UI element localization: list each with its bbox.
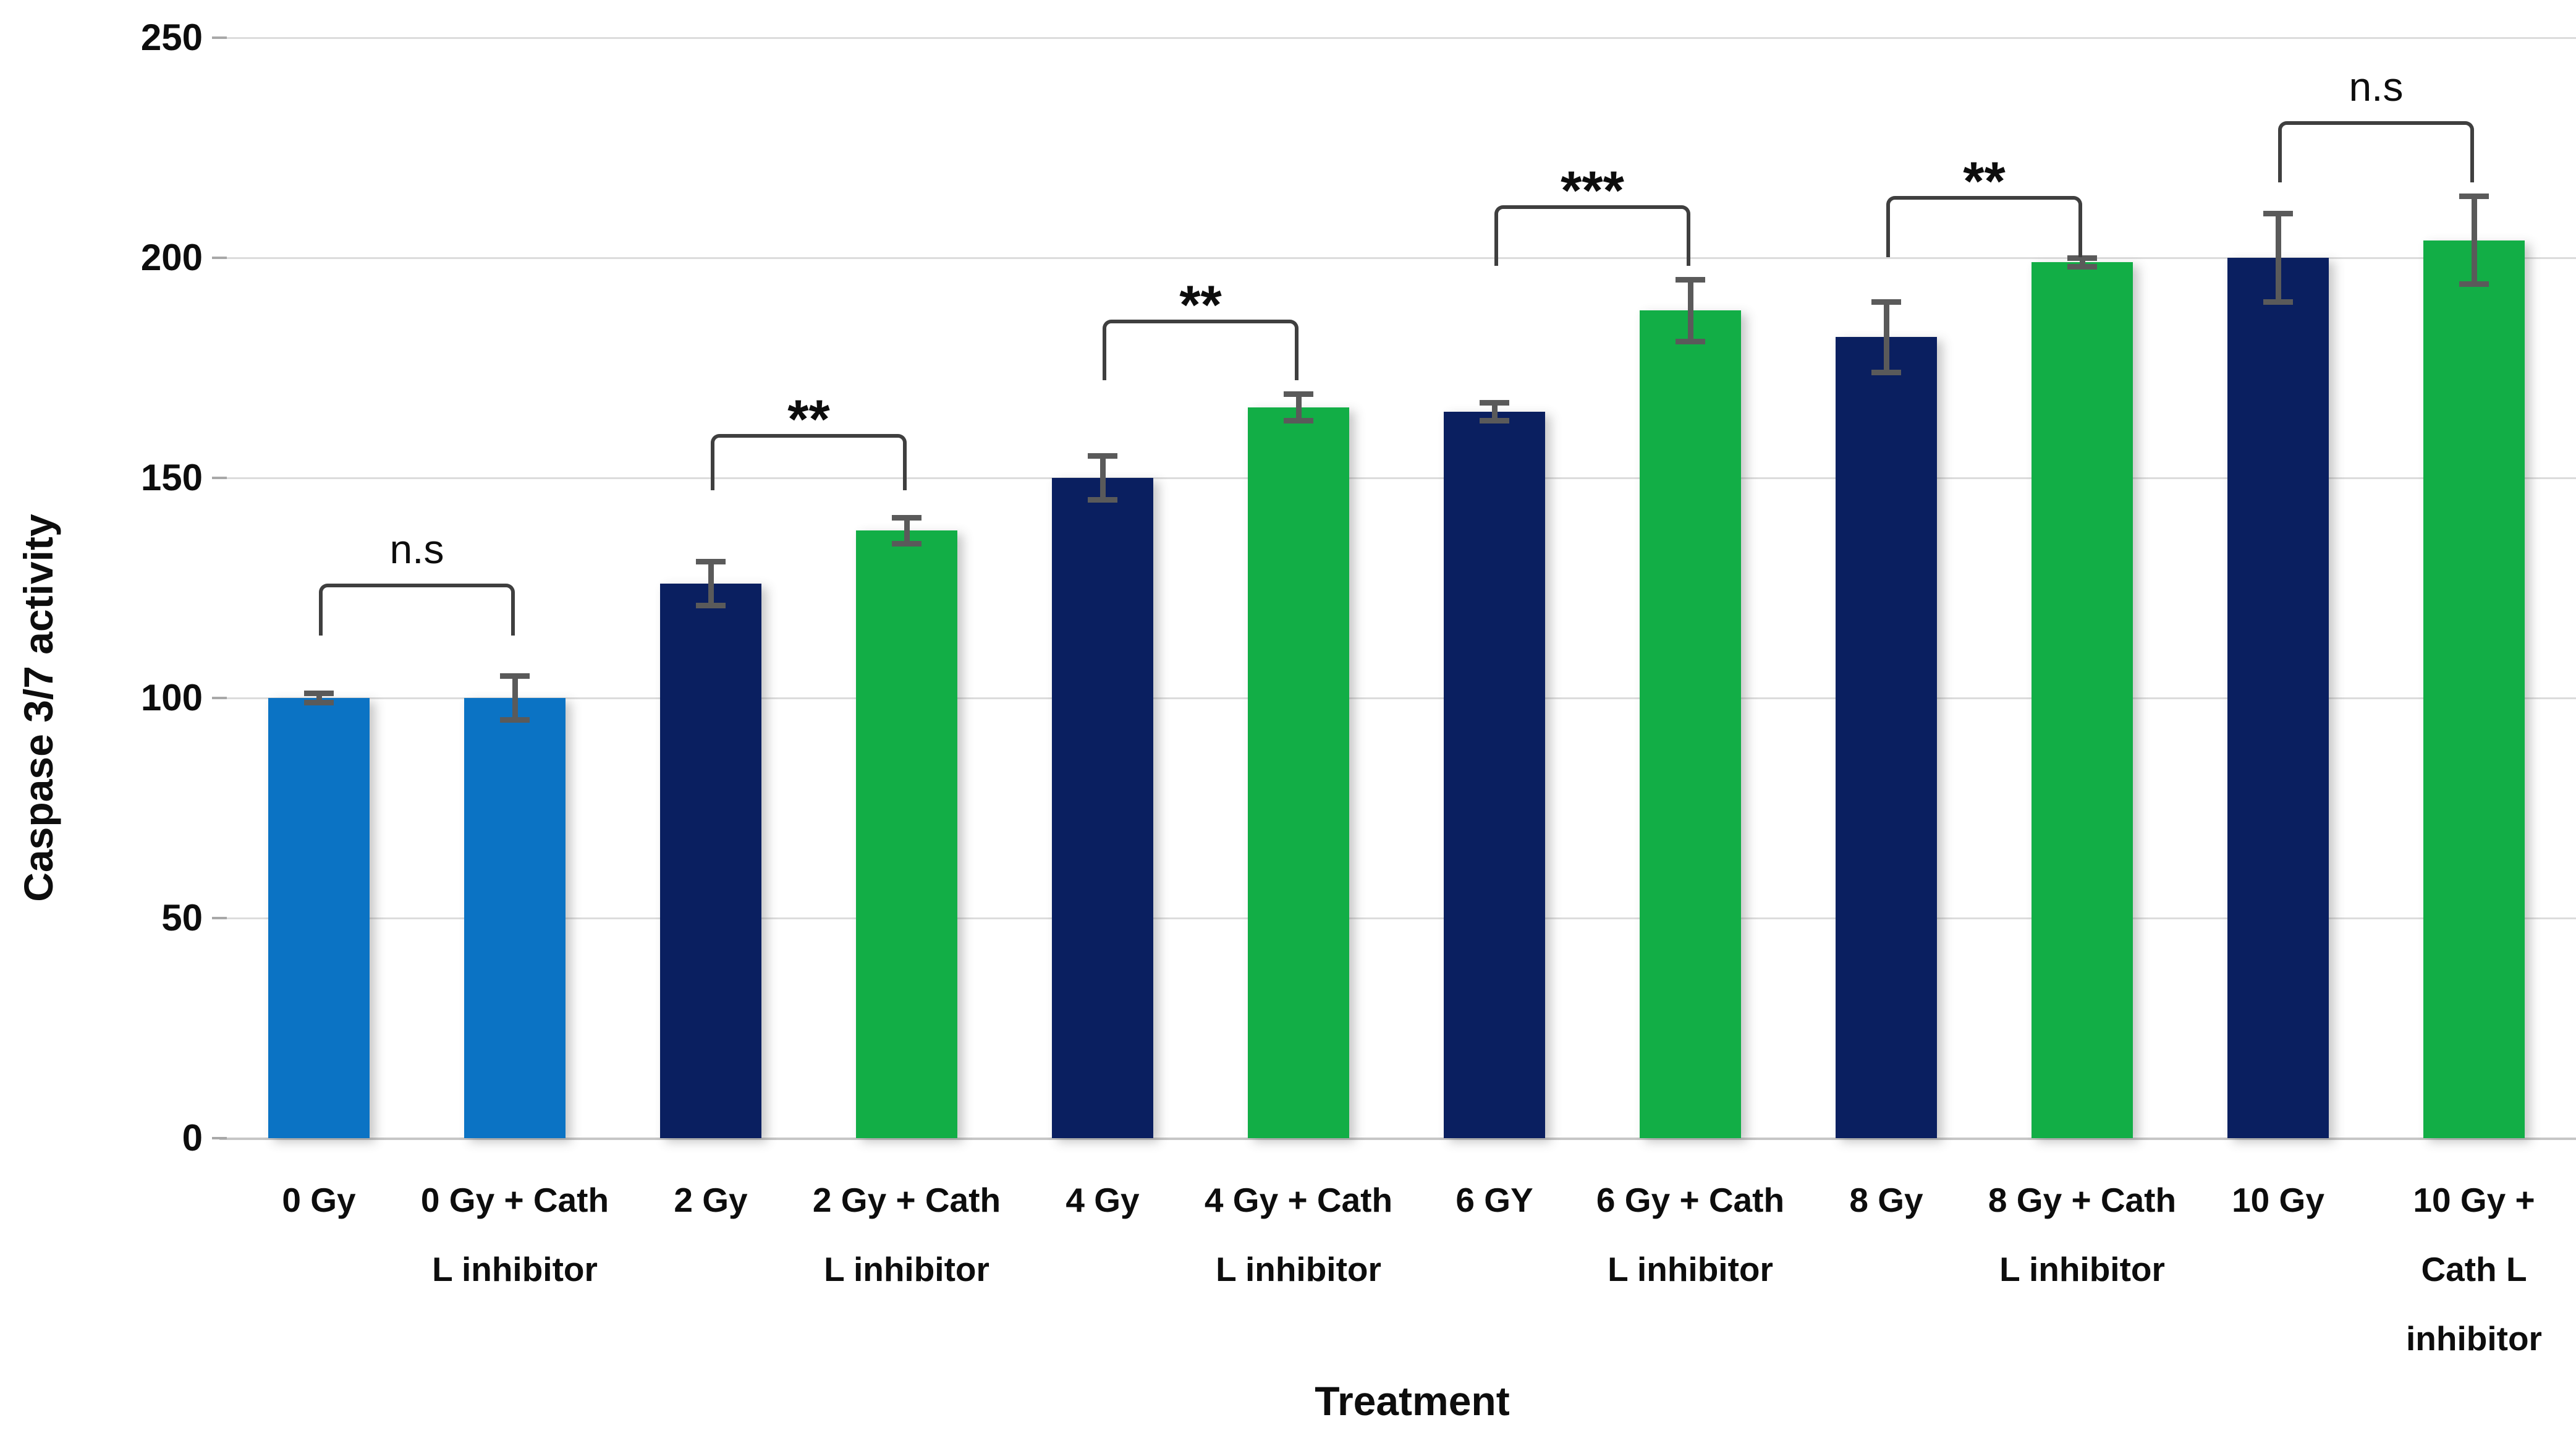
x-tick-label-2-gy: 2 Gy bbox=[674, 1181, 748, 1219]
error-bar-cap-bottom bbox=[2263, 299, 2293, 305]
bar-2-gy bbox=[660, 583, 761, 1138]
error-bar-line bbox=[1491, 402, 1498, 421]
significance-label-10-gy: n.s bbox=[2349, 64, 2404, 110]
x-tick-label-8-gy: 8 Gy bbox=[1849, 1181, 1923, 1219]
bar-0-gy bbox=[268, 698, 370, 1138]
x-tick-label-8-gy-cath-l-inhibitor: 8 Gy + Cath L inhibitor bbox=[1988, 1181, 2177, 1288]
bar-2-gy-cath-l-inhibitor bbox=[856, 530, 957, 1138]
gridline-150 bbox=[219, 477, 2576, 479]
error-bar-cap-top bbox=[1871, 299, 1901, 305]
significance-label-8-gy: ** bbox=[1963, 150, 2006, 212]
y-axis-tick bbox=[212, 917, 227, 919]
error-bar-line bbox=[316, 693, 322, 703]
bar-10-gy-cath-l-inhibitor bbox=[2423, 240, 2525, 1138]
bar-8-gy-cath-l-inhibitor bbox=[2032, 262, 2133, 1138]
y-tick-label-0: 0 bbox=[182, 1117, 203, 1159]
y-tick-label-200: 200 bbox=[140, 237, 203, 278]
y-tick-label-50: 50 bbox=[161, 897, 203, 938]
error-bar-line bbox=[1883, 302, 1889, 373]
gridline-100 bbox=[219, 697, 2576, 699]
error-bar-cap-top bbox=[304, 691, 334, 697]
error-bar-cap-top bbox=[1480, 400, 1509, 406]
error-bar-cap-top bbox=[500, 673, 530, 679]
error-bar-cap-bottom bbox=[1088, 497, 1117, 503]
significance-label-2-gy: ** bbox=[787, 388, 830, 449]
bar-4-gy-cath-l-inhibitor bbox=[1248, 407, 1349, 1138]
error-bar-cap-top bbox=[892, 514, 922, 521]
y-axis-tick bbox=[212, 257, 227, 259]
x-tick-label-4-gy-cath-l-inhibitor: 4 Gy + Cath L inhibitor bbox=[1204, 1181, 1393, 1288]
error-bar-line bbox=[708, 561, 714, 606]
error-bar-cap-bottom bbox=[500, 717, 530, 723]
error-bar-cap-top bbox=[696, 558, 726, 564]
error-bar-line bbox=[1099, 456, 1106, 500]
bar-0-gy-cath-l-inhibitor bbox=[464, 698, 566, 1138]
error-bar-line bbox=[1295, 394, 1302, 421]
error-bar-cap-bottom bbox=[1676, 338, 1705, 344]
bar-4-gy bbox=[1052, 478, 1153, 1138]
x-axis-title: Treatment bbox=[1315, 1378, 1510, 1424]
x-tick-label-4-gy: 4 Gy bbox=[1066, 1181, 1140, 1219]
error-bar-cap-bottom bbox=[892, 541, 922, 547]
x-tick-label-6-gy-cath-l-inhibitor: 6 Gy + Cath L inhibitor bbox=[1596, 1181, 1785, 1288]
error-bar-cap-top bbox=[1284, 391, 1313, 398]
significance-label-0-gy: n.s bbox=[389, 525, 444, 572]
significance-bracket-4-gy bbox=[1103, 319, 1299, 381]
significance-label-4-gy: ** bbox=[1179, 273, 1222, 335]
error-bar-line bbox=[2471, 196, 2477, 284]
x-tick-label-10-gy-cath-l-inhibitor: 10 Gy + Cath L inhibitor bbox=[2406, 1181, 2542, 1358]
error-bar-cap-bottom bbox=[1871, 369, 1901, 375]
y-axis-tick bbox=[212, 1137, 227, 1139]
error-bar-cap-top bbox=[2067, 255, 2097, 261]
error-bar-line bbox=[2275, 213, 2281, 302]
error-bar-line bbox=[512, 676, 518, 720]
error-bar-cap-bottom bbox=[1284, 417, 1313, 423]
bar-6-gy bbox=[1444, 412, 1545, 1138]
x-tick-label-10-gy: 10 Gy bbox=[2232, 1181, 2324, 1219]
gridline-250 bbox=[219, 36, 2576, 39]
significance-bracket-2-gy bbox=[711, 433, 907, 491]
error-bar-cap-bottom bbox=[2067, 263, 2097, 270]
error-bar-cap-top bbox=[2263, 211, 2293, 217]
y-tick-label-150: 150 bbox=[140, 457, 203, 498]
x-tick-label-0-gy-cath-l-inhibitor: 0 Gy + Cath L inhibitor bbox=[420, 1181, 609, 1288]
gridline-50 bbox=[219, 917, 2576, 919]
significance-bracket-6-gy bbox=[1494, 205, 1690, 266]
significance-bracket-10-gy bbox=[2278, 121, 2474, 182]
x-tick-label-2-gy-cath-l-inhibitor: 2 Gy + Cath L inhibitor bbox=[812, 1181, 1001, 1288]
error-bar-cap-bottom bbox=[1480, 417, 1509, 423]
bar-6-gy-cath-l-inhibitor bbox=[1640, 310, 1741, 1138]
y-axis-tick bbox=[212, 477, 227, 479]
gridline-200 bbox=[219, 257, 2576, 259]
error-bar-cap-top bbox=[1088, 453, 1117, 459]
y-tick-label-100: 100 bbox=[140, 677, 203, 718]
error-bar-line bbox=[1687, 279, 1693, 342]
error-bar-cap-bottom bbox=[2459, 281, 2489, 287]
bar-8-gy bbox=[1836, 337, 1937, 1138]
x-tick-label-6-gy: 6 GY bbox=[1455, 1181, 1533, 1219]
significance-bracket-0-gy bbox=[319, 583, 515, 636]
y-axis-tick bbox=[212, 36, 227, 39]
y-axis-tick bbox=[212, 697, 227, 699]
error-bar-cap-bottom bbox=[696, 602, 726, 608]
error-bar-line bbox=[2079, 258, 2085, 267]
error-bar-cap-top bbox=[2459, 193, 2489, 199]
bar-10-gy bbox=[2227, 258, 2329, 1138]
gridline-0 bbox=[219, 1137, 2576, 1140]
x-tick-label-0-gy: 0 Gy bbox=[282, 1181, 356, 1219]
error-bar-cap-top bbox=[1676, 277, 1705, 283]
error-bar-cap-bottom bbox=[304, 699, 334, 705]
error-bar-line bbox=[904, 517, 910, 544]
significance-bracket-8-gy bbox=[1886, 196, 2082, 257]
significance-label-6-gy: *** bbox=[1561, 159, 1624, 221]
y-tick-label-250: 250 bbox=[140, 17, 203, 58]
